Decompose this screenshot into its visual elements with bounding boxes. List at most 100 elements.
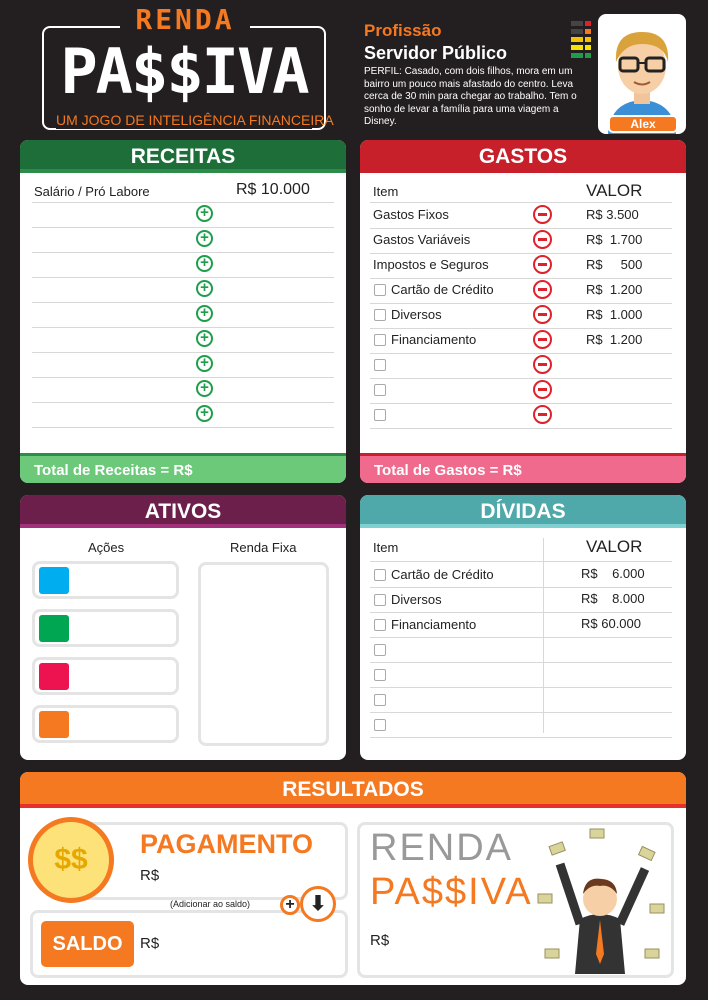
remove-minus-icon[interactable]	[533, 205, 552, 224]
remove-minus-icon[interactable]	[533, 380, 552, 399]
row-divider	[370, 303, 672, 304]
expense-value: R$ 1.700	[586, 232, 643, 247]
add-plus-icon[interactable]: +	[196, 305, 213, 322]
profile-description: PERFIL: Casado, com dois filhos, mora em…	[364, 66, 577, 127]
add-plus-icon[interactable]: +	[196, 405, 213, 422]
rp-passiva-label: PA$$IVA	[370, 871, 533, 913]
ativos-title: ATIVOS	[20, 495, 346, 528]
row-divider	[32, 402, 334, 403]
remove-minus-icon[interactable]	[533, 230, 552, 249]
add-plus-icon[interactable]: +	[196, 380, 213, 397]
table-row: Impostos e Seguros R$ 500	[360, 254, 686, 279]
renda-fixa-box[interactable]	[198, 562, 329, 746]
add-plus-icon[interactable]: +	[280, 895, 300, 915]
table-row: Cartão de Crédito R$ 1.200	[360, 279, 686, 304]
expense-value: R$ 500	[586, 257, 643, 272]
expense-value: R$ 3.500	[586, 207, 639, 222]
expense-value: R$ 1.000	[586, 307, 643, 322]
checkbox[interactable]	[374, 619, 386, 631]
saldo-label: SALDO	[41, 921, 134, 967]
add-plus-icon[interactable]: +	[196, 255, 213, 272]
column-divider	[543, 538, 544, 733]
meter-level	[571, 29, 591, 34]
dividas-col-item: Item	[373, 540, 399, 555]
table-row	[360, 638, 686, 663]
checkbox[interactable]	[374, 644, 386, 656]
gastos-title: GASTOS	[360, 140, 686, 173]
row-divider	[370, 428, 672, 429]
receita-value: R$ 10.000	[236, 181, 310, 198]
table-row: Financiamento R$ 1.200	[360, 329, 686, 354]
checkbox[interactable]	[374, 594, 386, 606]
table-row: Financiamento R$ 60.000	[360, 613, 686, 638]
add-plus-icon[interactable]: +	[196, 330, 213, 347]
checkbox[interactable]	[374, 384, 386, 396]
row-divider	[32, 327, 334, 328]
debt-item: Diversos	[391, 592, 442, 607]
pagamento-label: PAGAMENTO	[140, 829, 314, 859]
row-divider	[370, 378, 672, 379]
gastos-panel: GASTOS Item VALOR Gastos Fixos R$ 3.500 Ga…	[360, 140, 686, 483]
add-plus-icon[interactable]: +	[196, 205, 213, 222]
expense-item: Diversos	[391, 307, 442, 322]
table-row	[360, 663, 686, 688]
expense-item: Financiamento	[391, 332, 477, 347]
acoes-label: Ações	[88, 540, 125, 555]
table-row	[360, 713, 686, 738]
pagamento-box[interactable]	[80, 822, 348, 900]
remove-minus-icon[interactable]	[533, 255, 552, 274]
checkbox[interactable]	[374, 409, 386, 421]
logo-subtitle: UM JOGO DE INTELIGÊNCIA FINANCEIRA	[56, 112, 334, 129]
checkbox[interactable]	[374, 669, 386, 681]
meter-level	[571, 21, 591, 26]
debt-value: R$ 60.000	[581, 616, 641, 631]
row-divider	[370, 662, 672, 663]
expense-item: Impostos e Seguros	[373, 257, 489, 272]
renda-passiva-box[interactable]	[357, 822, 674, 978]
checkbox[interactable]	[374, 284, 386, 296]
row-divider	[32, 227, 334, 228]
receitas-total: Total de Receitas = R$	[20, 453, 346, 483]
remove-minus-icon[interactable]	[533, 280, 552, 299]
remove-minus-icon[interactable]	[533, 405, 552, 424]
checkbox[interactable]	[374, 569, 386, 581]
color-square	[39, 567, 69, 594]
resultados-panel: RESULTADOS $$ PAGAMENTO R$ SALDO R$ (Adi…	[20, 772, 686, 985]
checkbox[interactable]	[374, 334, 386, 346]
pagamento-value: R$	[140, 867, 160, 884]
row-divider	[370, 278, 672, 279]
gastos-total: Total de Gastos = R$	[360, 453, 686, 483]
logo-passiva: PA$$IVA	[60, 35, 309, 108]
profession-value: Servidor Público	[364, 43, 508, 63]
debt-value: R$ 8.000	[581, 591, 645, 606]
checkbox[interactable]	[374, 309, 386, 321]
row-divider	[370, 637, 672, 638]
row-divider	[32, 252, 334, 253]
dividas-title: DÍVIDAS	[360, 495, 686, 528]
row-divider	[370, 253, 672, 254]
meter-level	[571, 53, 591, 58]
remove-minus-icon[interactable]	[533, 355, 552, 374]
color-square	[39, 615, 69, 642]
table-row	[360, 379, 686, 404]
row-divider	[32, 377, 334, 378]
dividas-col-value: VALOR	[586, 537, 643, 556]
logo-renda: RENDA	[120, 5, 250, 35]
table-row: Diversos R$ 1.000	[360, 304, 686, 329]
row-divider	[32, 352, 334, 353]
add-plus-icon[interactable]: +	[196, 230, 213, 247]
expense-value: R$ 1.200	[586, 332, 643, 347]
add-plus-icon[interactable]: +	[196, 355, 213, 372]
row-divider	[32, 202, 334, 203]
add-plus-icon[interactable]: +	[196, 280, 213, 297]
arrow-down-icon[interactable]: ⬇	[300, 886, 336, 922]
remove-minus-icon[interactable]	[533, 330, 552, 349]
row-divider	[32, 277, 334, 278]
row-divider	[370, 228, 672, 229]
remove-minus-icon[interactable]	[533, 305, 552, 324]
checkbox[interactable]	[374, 719, 386, 731]
checkbox[interactable]	[374, 359, 386, 371]
checkbox[interactable]	[374, 694, 386, 706]
row-divider	[370, 587, 672, 588]
level-meter	[571, 21, 591, 61]
